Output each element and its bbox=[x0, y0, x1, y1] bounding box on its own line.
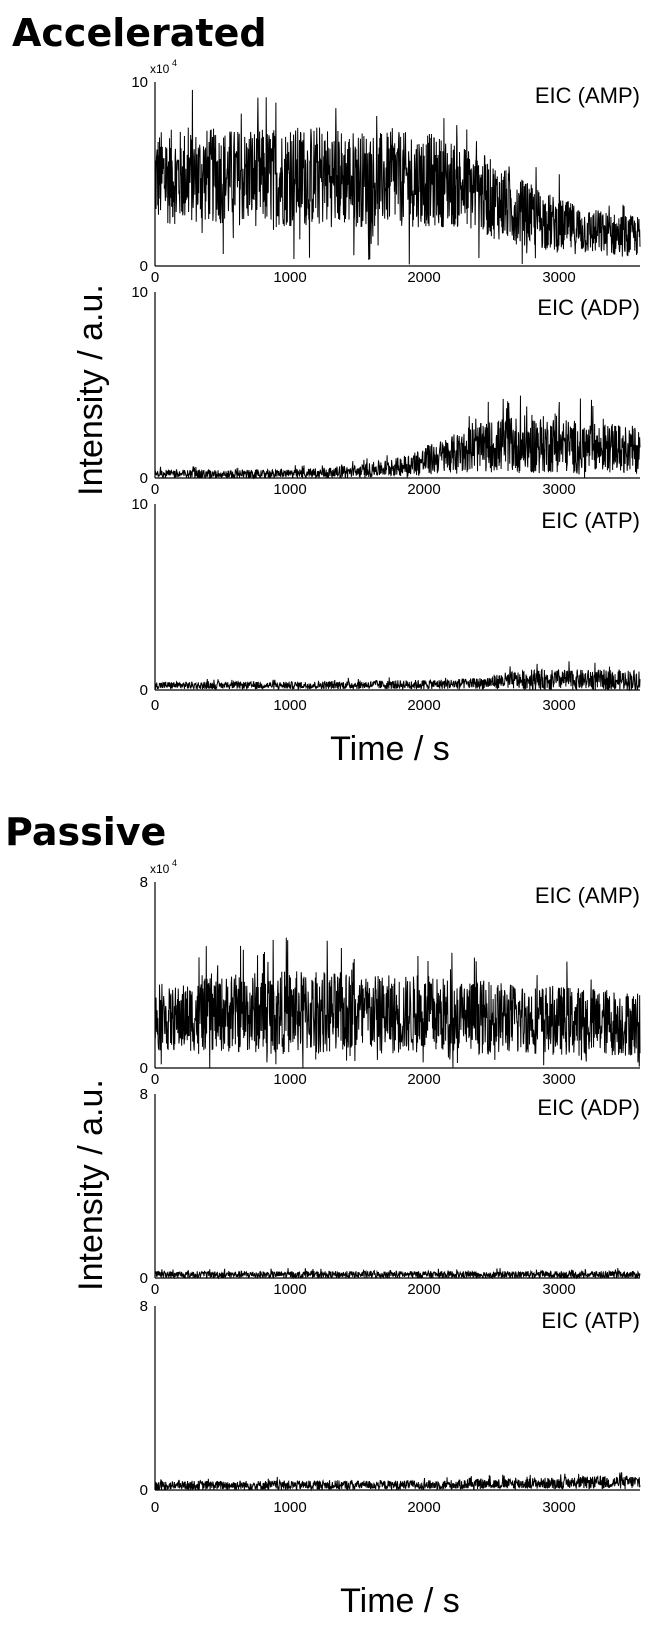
x-tick-label: 0 bbox=[151, 697, 159, 714]
x-tick-label: 1000 bbox=[273, 481, 306, 498]
trace-atp bbox=[154, 1472, 641, 1492]
panel-label: EIC (AMP) bbox=[535, 883, 640, 908]
x-tick-label: 3000 bbox=[542, 269, 575, 286]
y-tick-label: 10 bbox=[131, 284, 148, 301]
panel-adp-passive: EIC (ADP) 8 0 0 1000 2000 3000 bbox=[140, 1086, 641, 1298]
y-multiplier: x10 bbox=[150, 862, 170, 876]
panel-label: EIC (ADP) bbox=[537, 1095, 640, 1120]
x-tick-label: 2000 bbox=[407, 1281, 440, 1298]
x-tick-label: 1000 bbox=[273, 1281, 306, 1298]
x-tick-labels: 0 1000 2000 3000 bbox=[151, 1071, 576, 1088]
x-tick-labels: 0 1000 2000 3000 bbox=[151, 269, 576, 286]
trace-atp bbox=[154, 661, 641, 692]
section-title-passive: Passive bbox=[5, 810, 166, 854]
panel-amp-passive: EIC (AMP) 8 0 0 1000 2000 3000 bbox=[140, 874, 641, 1088]
panel-label: EIC (ADP) bbox=[537, 295, 640, 320]
y-tick-label: 10 bbox=[131, 496, 148, 513]
panel-amp-accelerated: EIC (AMP) 10 0 0 1000 2000 3000 bbox=[131, 74, 641, 286]
y-tick-label: 8 bbox=[140, 874, 148, 891]
section-passive: Passive x10 4 Intensity / a.u. Time / s … bbox=[5, 810, 641, 1620]
x-tick-label: 2000 bbox=[407, 1499, 440, 1516]
x-tick-label: 3000 bbox=[542, 1281, 575, 1298]
x-tick-labels: 0 1000 2000 3000 bbox=[151, 1499, 576, 1516]
x-tick-label: 3000 bbox=[542, 481, 575, 498]
trace-amp bbox=[154, 89, 641, 265]
y-axis-title: Intensity / a.u. bbox=[72, 1079, 110, 1291]
y-tick-label: 0 bbox=[140, 470, 148, 487]
x-tick-label: 1000 bbox=[273, 1499, 306, 1516]
y-axis-title: Intensity / a.u. bbox=[72, 284, 110, 496]
y-multiplier-exponent: 4 bbox=[172, 858, 177, 868]
section-title-accelerated: Accelerated bbox=[12, 11, 267, 55]
panel-atp-accelerated: EIC (ATP) 10 0 0 1000 2000 3000 bbox=[131, 496, 641, 714]
x-tick-label: 2000 bbox=[407, 269, 440, 286]
x-axis-title: Time / s bbox=[330, 730, 450, 768]
y-tick-label: 0 bbox=[140, 1060, 148, 1077]
y-tick-label: 10 bbox=[131, 74, 148, 91]
x-tick-label: 0 bbox=[151, 1071, 159, 1088]
trace-adp bbox=[154, 1267, 641, 1280]
x-tick-label: 2000 bbox=[407, 1071, 440, 1088]
y-tick-label: 0 bbox=[140, 682, 148, 699]
trace-adp bbox=[154, 395, 641, 480]
x-tick-label: 3000 bbox=[542, 1071, 575, 1088]
x-tick-labels: 0 1000 2000 3000 bbox=[151, 481, 576, 498]
x-tick-label: 0 bbox=[151, 1499, 159, 1516]
x-tick-label: 1000 bbox=[273, 269, 306, 286]
x-tick-labels: 0 1000 2000 3000 bbox=[151, 1281, 576, 1298]
x-tick-label: 0 bbox=[151, 1281, 159, 1298]
y-multiplier: x10 bbox=[150, 62, 170, 76]
x-tick-label: 3000 bbox=[542, 1499, 575, 1516]
x-tick-label: 0 bbox=[151, 481, 159, 498]
x-axis-title: Time / s bbox=[340, 1582, 460, 1620]
x-tick-labels: 0 1000 2000 3000 bbox=[151, 697, 576, 714]
x-tick-label: 1000 bbox=[273, 1071, 306, 1088]
y-tick-label: 8 bbox=[140, 1086, 148, 1103]
x-tick-label: 1000 bbox=[273, 697, 306, 714]
y-tick-label: 0 bbox=[140, 1482, 148, 1499]
x-tick-label: 0 bbox=[151, 269, 159, 286]
x-tick-label: 2000 bbox=[407, 697, 440, 714]
panel-label: EIC (ATP) bbox=[541, 1308, 640, 1333]
panel-label: EIC (AMP) bbox=[535, 83, 640, 108]
panel-label: EIC (ATP) bbox=[541, 508, 640, 533]
y-tick-label: 0 bbox=[140, 1270, 148, 1287]
panel-adp-accelerated: EIC (ADP) 10 0 0 1000 2000 3000 bbox=[131, 284, 641, 498]
panel-atp-passive: EIC (ATP) 8 0 0 1000 2000 3000 bbox=[140, 1298, 641, 1516]
section-accelerated: Accelerated x10 4 Intensity / a.u. Time … bbox=[12, 11, 641, 768]
x-tick-label: 3000 bbox=[542, 697, 575, 714]
trace-amp bbox=[154, 937, 641, 1068]
y-multiplier-exponent: 4 bbox=[172, 58, 177, 68]
x-tick-label: 2000 bbox=[407, 481, 440, 498]
y-tick-label: 0 bbox=[140, 258, 148, 275]
y-tick-label: 8 bbox=[140, 1298, 148, 1315]
